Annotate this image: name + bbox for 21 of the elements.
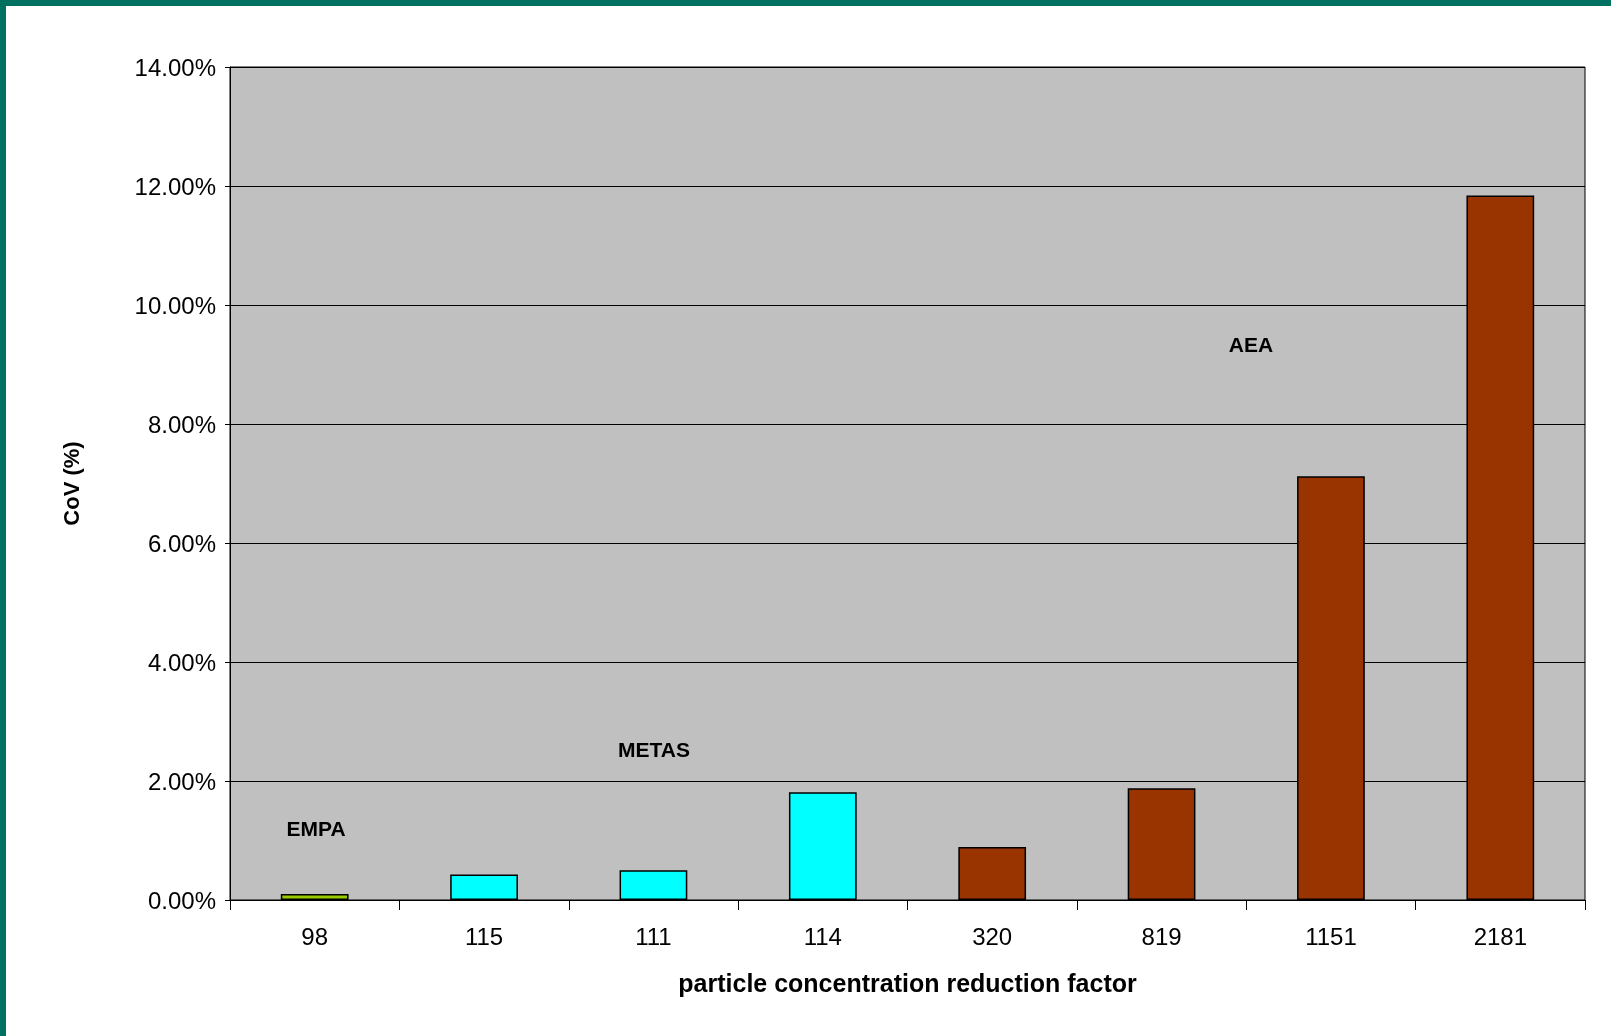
x-tick-label: 1151: [1305, 922, 1357, 950]
y-tick-label: 4.00%: [147, 648, 216, 676]
x-axis-title: particle concentration reduction factor: [678, 968, 1137, 997]
x-tick-label: 320: [972, 922, 1013, 950]
annotation: AEA: [1228, 332, 1274, 356]
x-tick-label: 98: [301, 922, 329, 950]
x-tick-label: 819: [1141, 922, 1182, 950]
x-tick-label: 111: [635, 922, 672, 950]
y-tick-label: 0.00%: [147, 886, 216, 914]
x-tick-label: 2181: [1473, 922, 1528, 950]
y-tick-label: 14.00%: [134, 53, 216, 81]
annotation: EMPA: [286, 816, 346, 840]
x-tick-label: 114: [803, 922, 842, 950]
y-tick-label: 10.00%: [134, 291, 216, 319]
y-tick-label: 2.00%: [147, 767, 216, 795]
y-tick-label: 12.00%: [134, 172, 216, 200]
y-tick-label: 6.00%: [147, 529, 216, 557]
y-axis-title: CoV (%): [58, 441, 84, 526]
annotation: METAS: [618, 737, 690, 761]
y-tick-label: 8.00%: [147, 410, 216, 438]
x-tick-label: 115: [464, 922, 504, 950]
